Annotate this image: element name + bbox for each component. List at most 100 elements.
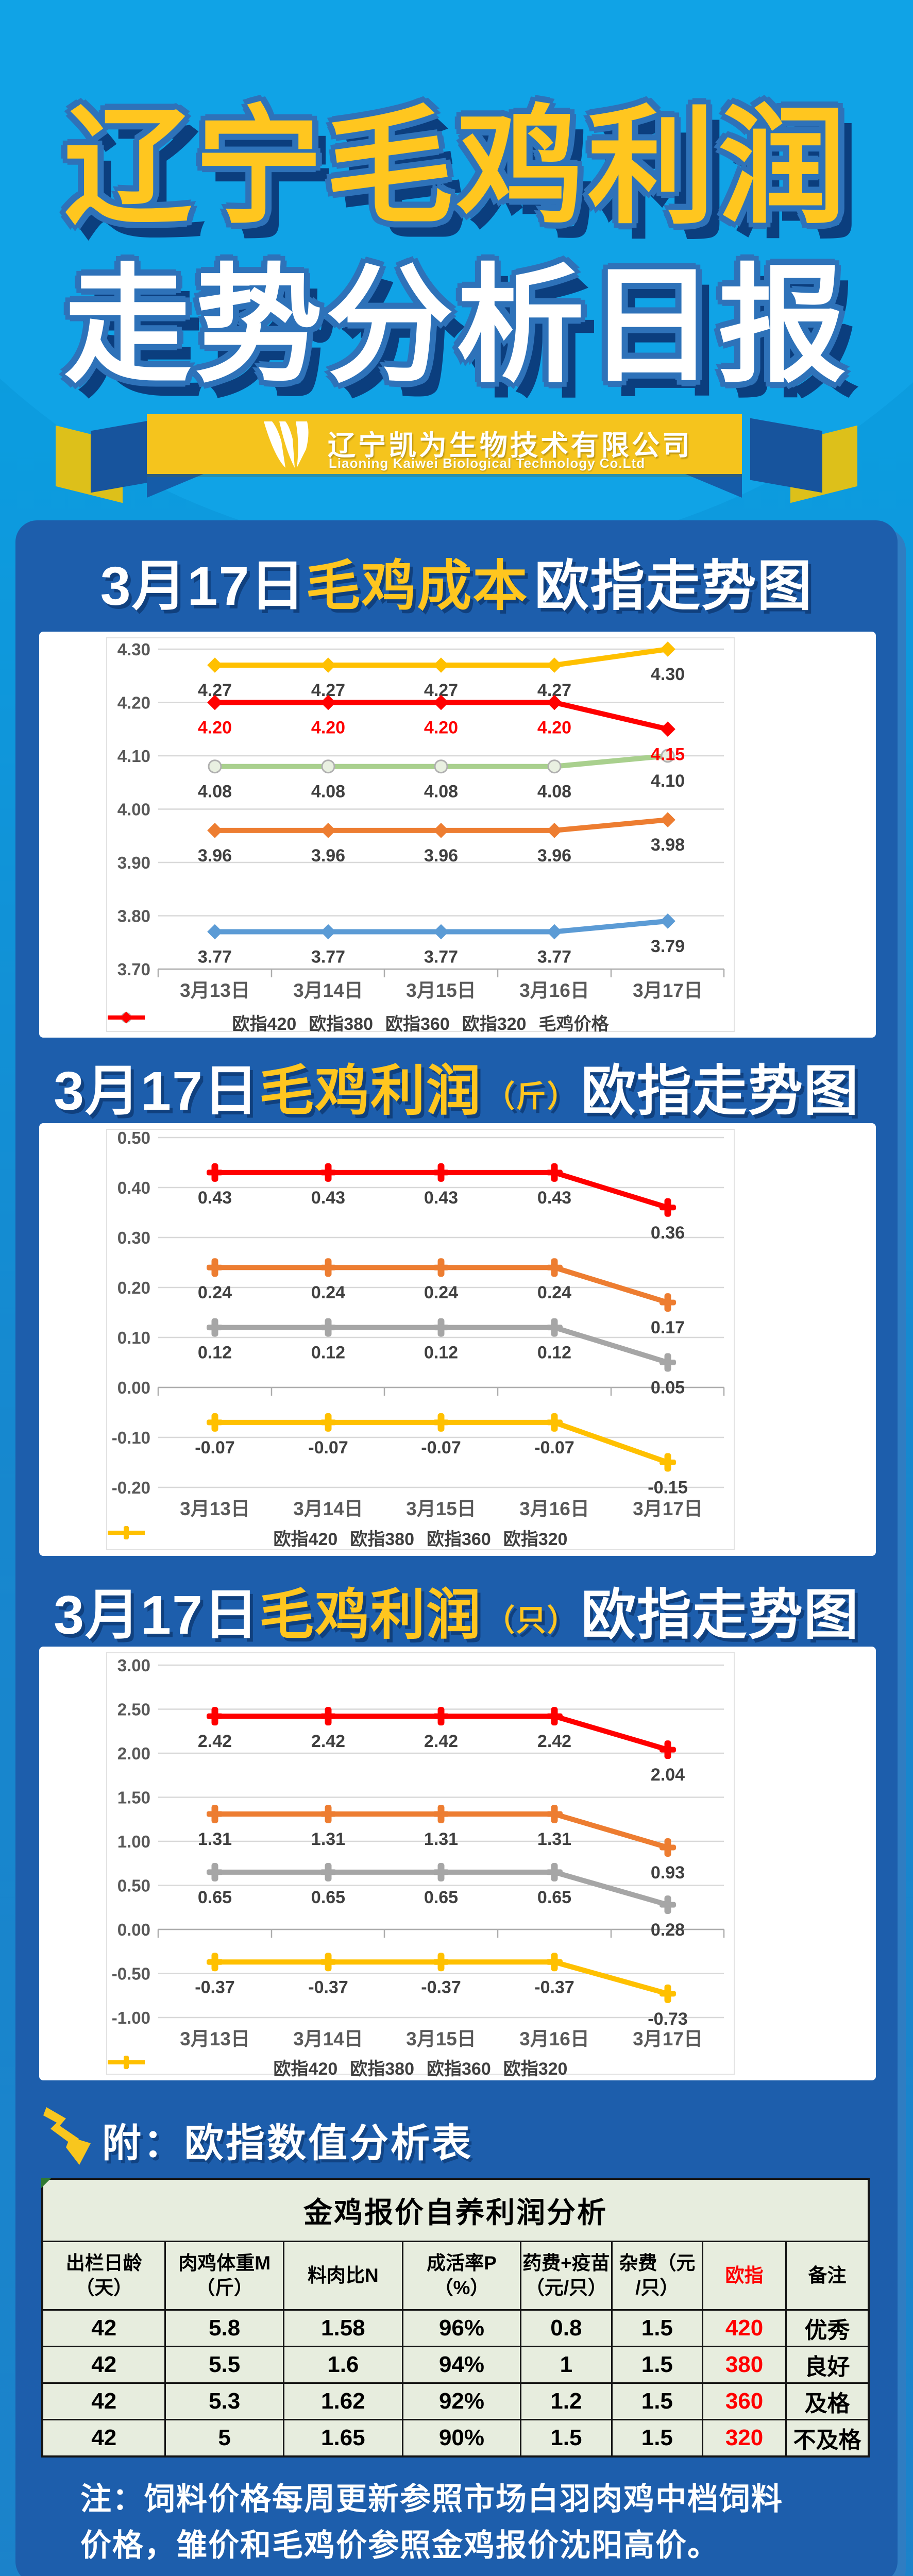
legend-item-2: 欧指360 (108, 2055, 491, 2080)
data-label: 3.77 (311, 947, 345, 967)
data-label: 0.24 (537, 1283, 571, 1302)
chart-card-profit-jin: 0.50 0.40 0.30 0.20 0.10 0.00 -0.10 -0.20 3月13日 3… (39, 1123, 876, 1556)
y-tick-label: 3.80 (117, 907, 150, 926)
table-cell: 42 (41, 2382, 166, 2420)
data-label: -0.07 (534, 1438, 574, 1458)
heading-highlight: 毛鸡利润 (259, 1061, 482, 1122)
table-cell: 1.6 (282, 2346, 403, 2384)
legend-item-0: 欧指420 (108, 1525, 337, 1550)
y-tick-label: 0.50 (117, 1128, 150, 1147)
heading-suffix: 欧指走势图 (581, 1061, 859, 1122)
y-tick-label: 0.50 (117, 1876, 150, 1895)
series-欧指380: 3.96 3.96 3.96 3.96 3.98 (198, 812, 685, 866)
data-label: 0.65 (424, 1888, 458, 1907)
table-cell: 优秀 (785, 2309, 870, 2347)
series-欧指380: 1.31 1.31 1.31 1.31 0.93 (198, 1804, 685, 1883)
table-cell: 320 (702, 2419, 787, 2458)
table-cell: 96% (401, 2309, 522, 2347)
chart-legend: 欧指420 欧指380 欧指360 欧指320 (107, 1525, 734, 1550)
data-label: 4.30 (651, 665, 685, 684)
y-tick-label: 1.50 (117, 1788, 150, 1807)
corner-marker (41, 2178, 52, 2188)
data-label: 3.79 (651, 937, 685, 956)
data-label: 4.20 (198, 718, 232, 738)
table-cell: 1.65 (282, 2419, 403, 2458)
data-label: 4.20 (424, 718, 458, 738)
y-tick-label: 1.00 (117, 1832, 150, 1851)
y-tick-label: 0.00 (117, 1378, 150, 1397)
table-cell: 1.5 (611, 2346, 704, 2384)
data-label: 0.65 (311, 1888, 345, 1907)
legend-item-0: 欧指420 (108, 2055, 337, 2080)
data-label: 0.12 (311, 1343, 345, 1363)
heading-highlight: 毛鸡成本 (306, 556, 529, 617)
table-cell: 42 (41, 2419, 166, 2458)
legend-item-4: 毛鸡价格 (108, 1010, 609, 1035)
x-tick-label: 3月17日 (633, 2028, 703, 2049)
table-title-row: 金鸡报价自养利润分析 (41, 2178, 870, 2242)
data-label: -0.37 (195, 1977, 235, 1997)
y-tick-label: 3.90 (117, 853, 150, 872)
table-header-cell: 出栏日龄 （天） (41, 2241, 166, 2311)
series-欧指320: -0.37 -0.37 -0.37 -0.37 -0.73 (195, 1953, 688, 2029)
x-tick-label: 3月13日 (180, 980, 250, 1001)
section-heading-profit-zhi: 3月17日毛鸡利润 （只）欧指走势图 (0, 1583, 913, 1648)
legend-label: 欧指380 (309, 1014, 373, 1034)
data-label: 3.77 (537, 947, 571, 967)
table-header-cell: 成活率P （%） (401, 2241, 522, 2311)
legend-item-0: 欧指420 (108, 1010, 297, 1035)
y-tick-label: -0.10 (112, 1428, 150, 1447)
data-label: 0.24 (424, 1283, 458, 1302)
data-label: -0.37 (308, 1977, 348, 1997)
y-tick-label: 3.70 (117, 960, 150, 979)
x-tick-label: 3月14日 (293, 980, 363, 1001)
data-label: 0.93 (651, 1863, 685, 1883)
series-欧指320: 4.27 4.27 4.27 4.274.30 (198, 641, 685, 700)
section-heading-profit-jin: 3月17日毛鸡利润 （斤）欧指走势图 (0, 1059, 913, 1124)
table-row: 42 5.5 1.6 94% 1 1.5 380 良好 (41, 2346, 870, 2384)
y-tick-label: 2.50 (117, 1700, 150, 1719)
data-label: 3.98 (651, 835, 685, 855)
data-label: 2.42 (311, 1732, 345, 1751)
ribbon-fold-right (685, 474, 742, 498)
data-label: 3.77 (198, 947, 232, 967)
company-name-en: Liaoning Kaiwei Biological Technology Co… (329, 455, 646, 471)
data-label: 0.65 (198, 1888, 232, 1907)
analysis-table: 金鸡报价自养利润分析 出栏日龄 （天） 肉鸡体重M （斤） 料肉比N 成活率P （%） 药费+疫… (41, 2178, 870, 2458)
data-label: 1.31 (311, 1829, 345, 1849)
chart-canvas: 0.50 0.40 0.30 0.20 0.10 0.00 -0.10 -0.20 3月13日 3… (106, 1128, 735, 1550)
y-tick-label: -0.50 (112, 1964, 150, 1984)
table-cell: 360 (702, 2382, 787, 2420)
data-label: 0.12 (537, 1343, 571, 1363)
chart-legend: 欧指420 欧指380 欧指360 欧指320 (107, 2055, 734, 2080)
data-label: 0.05 (651, 1378, 685, 1398)
table-header-cell: 欧指 (702, 2241, 787, 2311)
data-label: 2.42 (537, 1732, 571, 1751)
data-label: 4.10 (651, 771, 685, 791)
legend-label: 欧指360 (427, 2059, 491, 2079)
poster-title-line2: 走势分析日报 (64, 254, 849, 397)
table-cell: 94% (401, 2346, 522, 2384)
heading-prefix: 3月17日 (54, 1061, 259, 1122)
data-label: 0.24 (311, 1283, 345, 1302)
legend-item-3: 欧指320 (108, 1525, 567, 1550)
x-tick-label: 3月15日 (406, 1498, 476, 1519)
company-name-cn: 辽宁凯为生物技术有限公司 (328, 430, 692, 461)
company-banner (147, 414, 742, 474)
plot-frame (106, 1652, 735, 2075)
table-header-cell: 杂费（元/只） (611, 2241, 704, 2311)
data-label: 4.20 (311, 718, 345, 738)
data-label: 3.96 (198, 846, 232, 866)
table-cell: 0.8 (520, 2309, 613, 2347)
table-cell: 5.5 (164, 2346, 284, 2384)
x-tick-label: 3月13日 (180, 1498, 250, 1519)
x-tick-label: 3月13日 (180, 2028, 250, 2049)
data-label: 4.15 (651, 744, 685, 764)
legend-item-3: 欧指320 (108, 2055, 567, 2080)
legend-label: 欧指420 (232, 1014, 297, 1034)
table-cell: 1.5 (611, 2309, 704, 2347)
legend-label: 毛鸡价格 (538, 1014, 609, 1034)
x-tick-label: 3月16日 (519, 1498, 589, 1519)
x-tick-label: 3月16日 (519, 980, 589, 1001)
table-cell: 1.5 (611, 2419, 704, 2458)
